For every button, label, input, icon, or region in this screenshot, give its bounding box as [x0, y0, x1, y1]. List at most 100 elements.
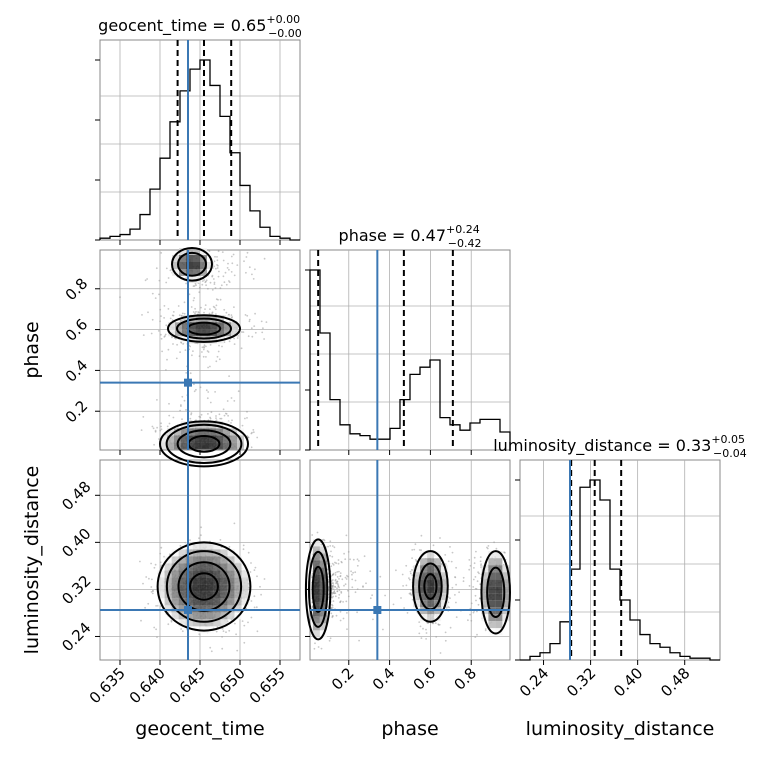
sample-point — [200, 306, 202, 309]
sample-point — [158, 279, 161, 282]
density-cell — [227, 612, 235, 620]
sample-point — [202, 348, 205, 351]
sample-point — [455, 601, 457, 604]
sample-point — [168, 553, 171, 556]
sample-point — [211, 289, 214, 291]
sample-point — [190, 306, 193, 308]
sample-point — [354, 591, 357, 594]
sample-point — [144, 606, 147, 609]
sample-point — [153, 566, 156, 569]
sample-point — [322, 538, 325, 541]
sample-point — [365, 582, 367, 585]
density-cell — [207, 262, 214, 269]
density-cell — [434, 579, 442, 587]
sample-point — [179, 319, 182, 322]
density-cell — [427, 551, 435, 559]
density-cell — [181, 442, 188, 450]
sample-point — [156, 636, 158, 638]
density-cell — [185, 549, 193, 557]
density-cell — [172, 255, 179, 262]
sample-point — [224, 271, 227, 274]
density-cell — [227, 605, 235, 613]
sample-point — [458, 591, 460, 594]
sample-point — [435, 636, 438, 638]
density-cell — [319, 623, 327, 631]
density-cell — [220, 570, 228, 578]
sample-point — [207, 391, 210, 393]
sample-point — [221, 345, 223, 348]
sample-point — [221, 636, 224, 638]
sample-point — [158, 293, 160, 296]
sample-point — [333, 591, 335, 593]
sample-point — [254, 566, 257, 569]
sample-point — [332, 564, 335, 566]
contour-level — [165, 550, 243, 623]
sample-point — [476, 580, 479, 583]
sample-point — [346, 574, 348, 577]
sample-point — [178, 314, 181, 317]
sample-point — [253, 606, 256, 609]
density-cell — [189, 336, 196, 344]
sample-point — [332, 572, 335, 575]
contour-level — [423, 573, 438, 600]
sample-point — [474, 587, 477, 590]
sample-point — [495, 547, 498, 550]
density-cell — [206, 542, 214, 550]
density-cell — [186, 248, 193, 255]
sample-point — [213, 283, 216, 285]
density-cell — [481, 600, 489, 608]
panel-luminosity_distance-phase — [309, 459, 511, 661]
sample-point — [352, 571, 354, 574]
sample-point — [408, 577, 410, 579]
density-cell — [182, 315, 189, 323]
title-luminosity-distance-minus: −0.04 — [713, 447, 747, 460]
sample-point — [210, 650, 213, 653]
sample-point — [406, 612, 409, 614]
density-cell — [227, 556, 235, 564]
sample-point — [356, 611, 358, 614]
sample-point — [254, 312, 256, 315]
density-cell — [441, 593, 449, 601]
sample-point — [159, 308, 162, 311]
sample-point — [371, 594, 373, 597]
sample-point — [202, 355, 205, 358]
sample-point — [151, 578, 153, 581]
density-cell — [312, 581, 320, 589]
sample-point — [156, 426, 159, 429]
sample-point — [139, 560, 141, 563]
sample-point — [422, 627, 424, 630]
sample-point — [217, 275, 220, 278]
sample-point — [179, 409, 182, 412]
sample-point — [179, 545, 182, 547]
density-cell — [213, 598, 221, 606]
density-cell — [182, 329, 189, 337]
sample-point — [214, 287, 217, 289]
title-luminosity-distance-plus: +0.05 — [711, 433, 745, 446]
density-cell — [192, 612, 200, 620]
density-cell — [434, 572, 442, 580]
sample-point — [418, 632, 421, 635]
sample-point — [190, 412, 193, 414]
sample-point — [469, 613, 471, 616]
sample-point — [167, 623, 170, 626]
title-geocent-time-median: 0.65 — [231, 16, 267, 35]
sample-point — [159, 552, 162, 555]
density-cell — [241, 570, 249, 578]
sample-point — [434, 622, 437, 624]
sample-point — [209, 281, 212, 284]
density-cell — [157, 584, 165, 592]
sample-point — [119, 296, 121, 298]
sample-point — [444, 554, 447, 556]
density-cell — [202, 435, 209, 443]
density-cell — [227, 591, 235, 599]
sample-point — [335, 582, 337, 585]
sample-point — [193, 297, 196, 299]
title-phase-minus: −0.42 — [448, 237, 482, 250]
sample-point — [184, 349, 187, 351]
density-cell — [199, 542, 207, 550]
sample-point — [213, 281, 216, 284]
sample-point — [195, 284, 197, 287]
sample-point — [314, 642, 316, 645]
sample-point — [248, 318, 251, 321]
density-cell — [231, 322, 238, 330]
